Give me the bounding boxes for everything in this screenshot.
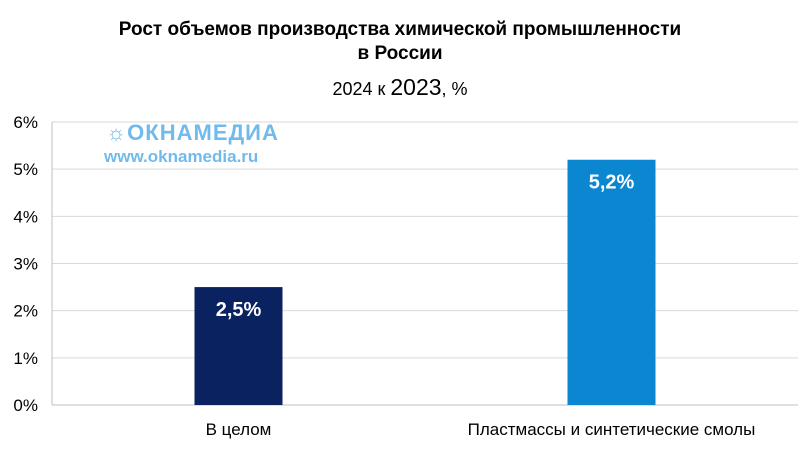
x-tick-label: Пластмассы и синтетические смолы [468, 420, 756, 439]
watermark-logo-text: ОКНАМЕДИА [127, 120, 279, 145]
y-tick-label: 2% [13, 302, 38, 321]
title-line-1: Рост объемов производства химической про… [118, 19, 682, 40]
data-label: 2,5% [216, 299, 262, 321]
sun-icon: ☼ [106, 120, 128, 145]
subtitle-prefix: 2024 к [332, 79, 391, 99]
watermark-url: www.oknamedia.ru [104, 147, 259, 166]
y-tick-label: 1% [13, 349, 38, 368]
data-label: 5,2% [589, 172, 635, 194]
title-line-2: в России [357, 43, 443, 64]
y-tick-label: 3% [13, 255, 38, 274]
y-tick-label: 4% [13, 207, 38, 226]
subtitle-suffix: , % [441, 79, 468, 99]
y-tick-label: 5% [13, 160, 38, 179]
y-tick-label: 6% [13, 113, 38, 132]
subtitle-year: 2023 [390, 74, 442, 100]
x-tick-label: В целом [206, 420, 272, 439]
bar [567, 159, 656, 405]
y-tick-label: 0% [13, 396, 38, 415]
bar [194, 287, 283, 405]
chart-title: Рост объемов производства химической про… [0, 18, 800, 66]
chart-subtitle: 2024 к 2023, % [0, 74, 800, 101]
watermark-logo: ☼ОКНАМЕДИА [106, 120, 279, 146]
